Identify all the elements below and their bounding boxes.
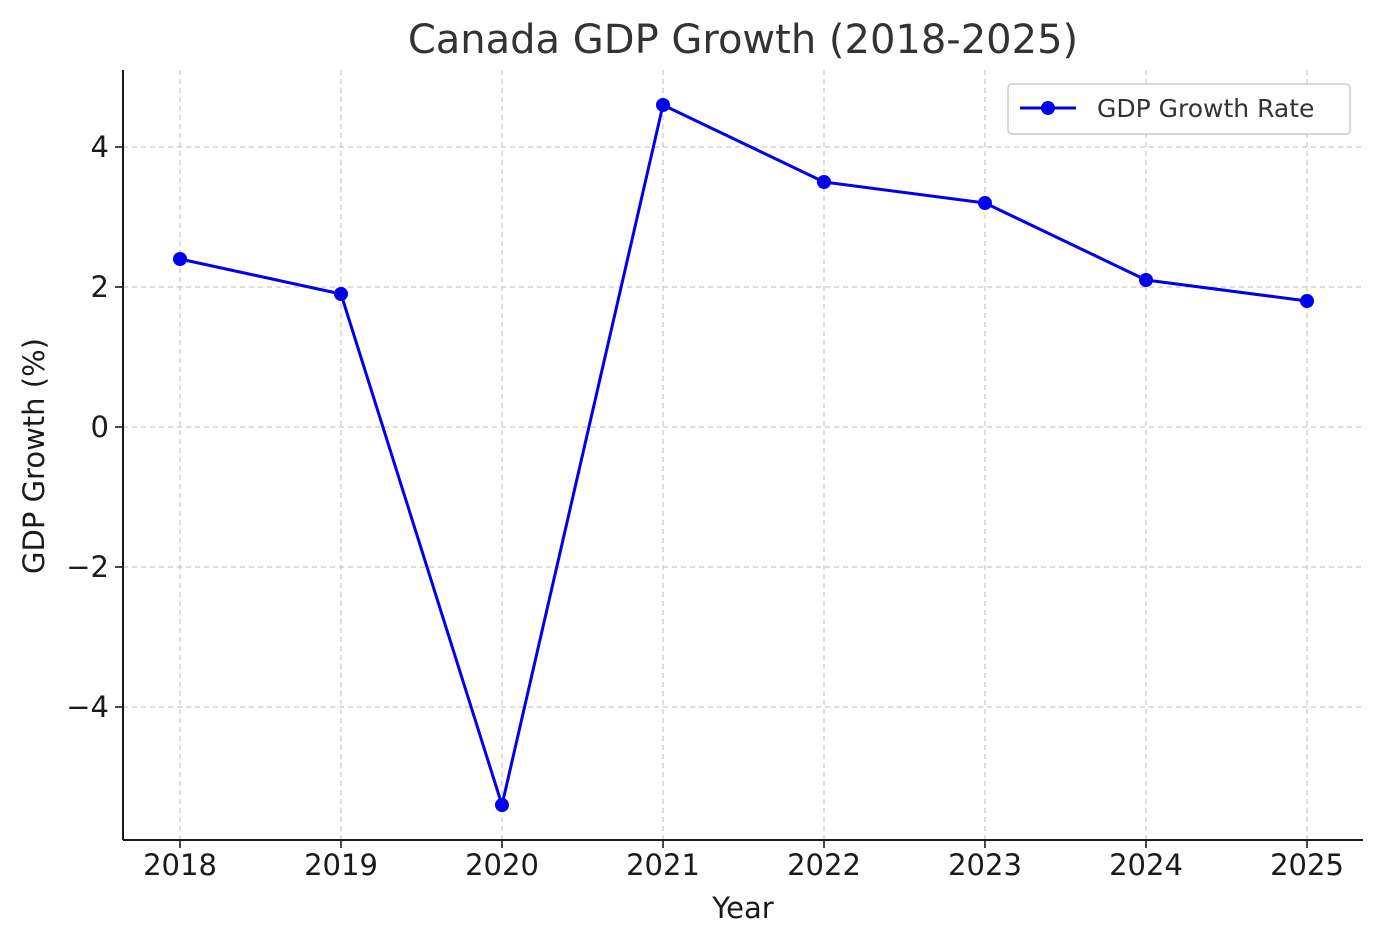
x-tick-label: 2018 (143, 848, 217, 882)
grid-lines (123, 70, 1363, 840)
y-axis-label: GDP Growth (%) (17, 338, 51, 574)
data-point (1300, 294, 1314, 308)
chart-title: Canada GDP Growth (2018-2025) (408, 17, 1078, 63)
legend: GDP Growth Rate (1007, 83, 1351, 135)
data-point (978, 196, 992, 210)
axes (122, 70, 1363, 841)
x-tick-label: 2024 (1109, 848, 1183, 882)
data-point (817, 175, 831, 189)
y-tick-label: −2 (66, 550, 109, 584)
data-point (1139, 273, 1153, 287)
y-tick-label: 0 (91, 410, 109, 444)
x-tick-label: 2020 (465, 848, 539, 882)
legend-frame (1007, 83, 1351, 135)
legend-entry-label: GDP Growth Rate (1097, 94, 1314, 123)
series-group (173, 98, 1314, 812)
data-point (334, 287, 348, 301)
x-tick-label: 2021 (626, 848, 700, 882)
x-tick-label: 2019 (304, 848, 378, 882)
y-tick-label: −4 (66, 690, 109, 724)
series-line (179, 103, 1308, 807)
data-point (656, 98, 670, 112)
x-tick-label: 2023 (948, 848, 1022, 882)
y-tick-label: 2 (91, 270, 109, 304)
x-axis-label: Year (711, 891, 773, 925)
x-axis-ticks: 2018 2019 2020 2021 2022 2023 2024 2025 (143, 840, 1344, 882)
data-point (495, 798, 509, 812)
y-tick-label: 4 (91, 130, 109, 164)
legend-marker-swatch (1041, 101, 1055, 115)
data-point (173, 252, 187, 266)
x-tick-label: 2022 (787, 848, 861, 882)
x-tick-label: 2025 (1270, 848, 1344, 882)
y-axis-ticks: −4 −2 0 2 4 (66, 130, 123, 724)
